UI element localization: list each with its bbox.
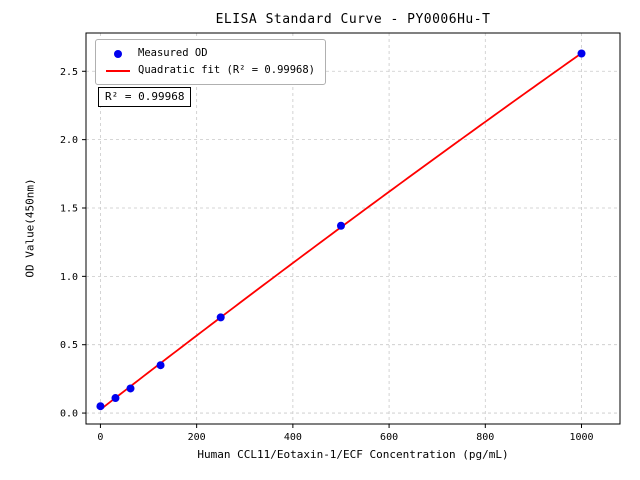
y-axis-label: OD Value(450nm) <box>23 178 37 278</box>
x-tick-label: 1000 <box>569 432 593 443</box>
x-tick-label: 600 <box>380 432 398 443</box>
y-tick-label: 2.0 <box>60 135 78 146</box>
data-point <box>111 394 120 403</box>
y-tick-label: 0.5 <box>60 340 78 351</box>
legend-marker-cell <box>104 49 132 58</box>
plot-border <box>85 32 621 425</box>
line-marker-icon <box>106 69 130 72</box>
y-tick-label: 0.0 <box>60 409 78 420</box>
x-tick-label: 400 <box>284 432 302 443</box>
data-point <box>216 313 225 322</box>
legend: Measured OD Quadratic fit (R² = 0.99968) <box>95 39 327 85</box>
scatter-marker-icon <box>114 49 122 58</box>
chart-title: ELISA Standard Curve - PY0006Hu-T <box>215 12 491 27</box>
x-tick-label: 200 <box>188 432 206 443</box>
legend-marker-cell <box>104 69 132 72</box>
y-tick-label: 2.5 <box>60 67 78 78</box>
data-point <box>126 384 135 393</box>
legend-label-quadratic-fit: Quadratic fit (R² = 0.99968) <box>138 64 316 76</box>
data-point <box>336 221 345 230</box>
data-point <box>96 402 105 411</box>
data-point <box>577 49 586 58</box>
y-tick-label: 1.5 <box>60 203 78 214</box>
data-point <box>156 361 165 370</box>
y-tick-label: 1.0 <box>60 272 78 283</box>
x-tick-label: 800 <box>476 432 494 443</box>
legend-item-measured-od: Measured OD <box>104 45 315 62</box>
legend-label-measured-od: Measured OD <box>138 47 208 59</box>
legend-item-quadratic-fit: Quadratic fit (R² = 0.99968) <box>104 62 315 79</box>
r-squared-annotation: R² = 0.99968 <box>98 87 192 107</box>
x-axis-label: Human CCL11/Eotaxin-1/ECF Concentration … <box>197 448 509 461</box>
x-tick-label: 0 <box>97 432 103 443</box>
